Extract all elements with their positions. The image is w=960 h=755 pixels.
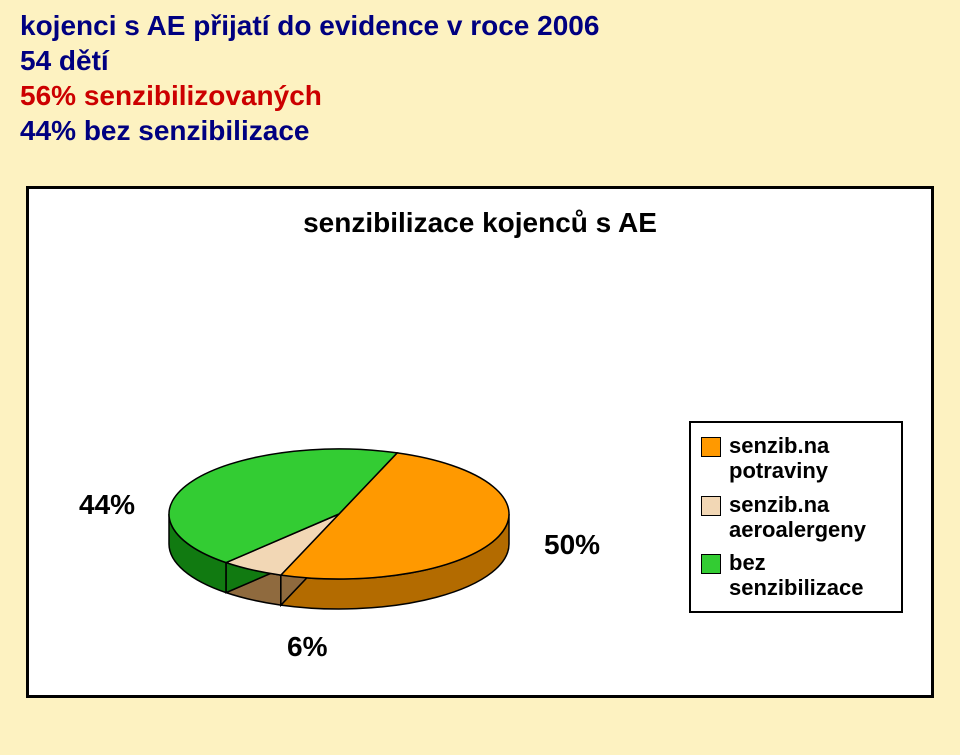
- legend-item-bez: bez senzibilizace: [701, 550, 891, 601]
- header-line-2: 54 dětí: [20, 43, 940, 78]
- pie-svg: [139, 419, 559, 689]
- legend-item-aeroalergeny: senzib.na aeroalergeny: [701, 492, 891, 543]
- chart-title: senzibilizace kojenců s AE: [29, 207, 931, 239]
- legend-swatch-bez: [701, 554, 721, 574]
- legend-text-bez: bez senzibilizace: [729, 550, 891, 601]
- legend-swatch-potraviny: [701, 437, 721, 457]
- legend: senzib.na potraviny senzib.na aeroalerge…: [689, 421, 903, 613]
- legend-text-aeroalergeny: senzib.na aeroalergeny: [729, 492, 891, 543]
- header-line-4: 44% bez senzibilizace: [20, 113, 940, 148]
- header-line-3: 56% senzibilizovaných: [20, 78, 940, 113]
- header-block: kojenci s AE přijatí do evidence v roce …: [0, 0, 960, 148]
- chart-container: senzibilizace kojenců s AE 50% 6% 44% se…: [26, 186, 934, 698]
- legend-item-potraviny: senzib.na potraviny: [701, 433, 891, 484]
- pie-label-bez: 44%: [79, 489, 135, 521]
- pie-label-aeroalergeny: 6%: [287, 631, 327, 663]
- header-line-1: kojenci s AE přijatí do evidence v roce …: [20, 8, 940, 43]
- pie-chart: 50% 6% 44%: [139, 419, 559, 694]
- pie-label-potraviny: 50%: [544, 529, 600, 561]
- legend-text-potraviny: senzib.na potraviny: [729, 433, 891, 484]
- legend-swatch-aeroalergeny: [701, 496, 721, 516]
